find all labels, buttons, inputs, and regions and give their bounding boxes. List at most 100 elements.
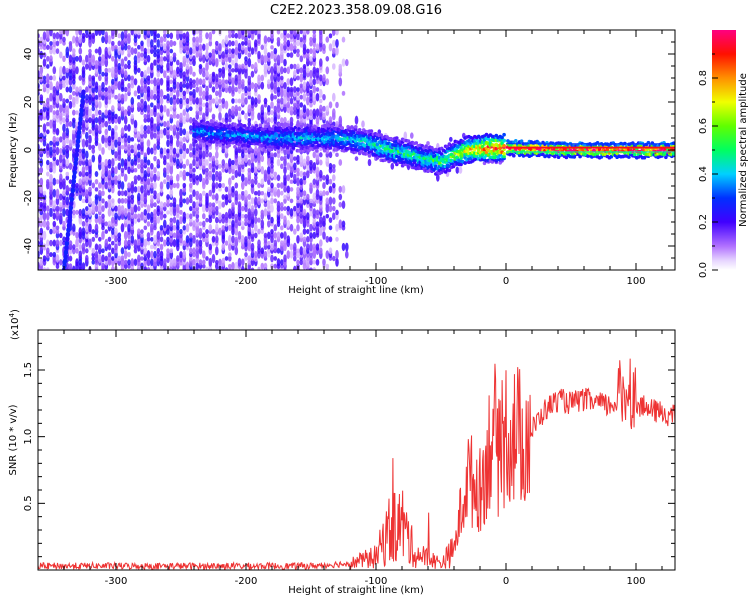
spectrogram-cell [55, 239, 60, 247]
spectrogram-cell [72, 244, 76, 250]
spectrogram-cell [260, 44, 265, 51]
spectrogram-cell [221, 66, 226, 74]
spectrogram-cell [104, 200, 109, 209]
spectrogram-cell [159, 55, 164, 62]
spectrogram-cell [39, 166, 44, 174]
spectrogram-cell [55, 40, 60, 47]
spectrogram-cell [182, 90, 187, 97]
spectrogram-cell [117, 190, 122, 197]
spectrogram-cell [263, 97, 268, 105]
spectrogram-cell [88, 51, 92, 59]
spectrogram-cell [98, 100, 102, 109]
spectrogram-cell [123, 63, 128, 70]
spectrogram-cell [85, 94, 89, 101]
spectrogram-cell [140, 52, 144, 58]
spectrogram-cell [332, 205, 336, 212]
spectrogram-cell [241, 234, 245, 244]
spectrogram-cell [137, 67, 141, 73]
spectrogram-cell [85, 139, 89, 148]
spectrogram-cell [276, 86, 281, 93]
spectrogram-cell [218, 111, 222, 121]
spectrogram-cell [55, 117, 60, 123]
spectrogram-cell [117, 204, 122, 213]
spectrogram-cell [215, 150, 219, 159]
spectrogram-cell [247, 121, 252, 127]
spectrogram-cell [94, 170, 99, 178]
spectrogram-cell [127, 33, 131, 39]
spectrogram-cell [302, 178, 307, 185]
spectrogram-cell [254, 146, 258, 156]
spectrogram-cell [59, 51, 63, 59]
spectrogram-cell [260, 247, 265, 255]
spectrogram-cell [244, 112, 248, 120]
spectrogram-cell [247, 170, 252, 178]
spectrogram-cell [267, 244, 271, 250]
spectrogram-cell [46, 121, 50, 127]
spectrogram-cell [166, 75, 170, 81]
spectrogram-cell [78, 171, 83, 177]
spectrogram-cell [283, 194, 287, 200]
spectrogram-cell [332, 182, 336, 189]
spectrogram-cell [283, 206, 287, 211]
spectrogram-cell [88, 108, 92, 117]
spectrogram-cell [312, 162, 317, 171]
spectrogram-cell [120, 198, 125, 204]
spectrogram-cell [189, 60, 193, 66]
spectrogram-cell [65, 86, 70, 93]
spectrogram-cell [94, 48, 99, 54]
spectrogram-cell [215, 96, 219, 106]
spectrogram-cell [192, 55, 196, 63]
spectrogram-cell [62, 79, 66, 85]
spectrogram-cell [169, 202, 174, 207]
spectrogram-cell [296, 48, 300, 54]
spectrogram-cell [338, 77, 343, 87]
spectrogram-cell [59, 30, 63, 35]
spectrogram-cell [94, 30, 99, 37]
spectrogram-cell [205, 32, 209, 40]
spectrogram-cell [208, 59, 213, 66]
spectrogram-cell [361, 120, 365, 128]
spectrogram-cell [85, 63, 89, 70]
spectrogram-cell [91, 54, 96, 64]
spectrogram-cell [286, 205, 291, 212]
spectrogram-cell [127, 251, 131, 258]
spectrogram-cell [42, 267, 47, 270]
spectrogram-cell [137, 205, 141, 212]
spectrogram-cell [299, 83, 304, 89]
spectrogram-cell [123, 207, 128, 217]
spectrogram-cell [182, 182, 187, 189]
spectrogram-cell [228, 117, 232, 123]
spectrogram-cell [270, 66, 274, 75]
spectrogram-cell [111, 256, 115, 261]
spectrogram-cell [78, 158, 83, 167]
spectrogram-cell [114, 175, 118, 181]
spectrogram-cell [231, 105, 235, 112]
spectrogram-cell [98, 253, 102, 264]
spectrogram-cell [332, 108, 336, 117]
spectrogram-cell [273, 256, 278, 261]
spectrogram-cell [42, 86, 47, 93]
spectrogram-cell [312, 33, 317, 39]
spectrogram-cell [328, 204, 333, 213]
spectrogram-cell [267, 52, 271, 58]
spectrogram-cell [312, 267, 317, 270]
spectrogram-cell [224, 186, 229, 193]
spectrogram-cell [185, 235, 190, 244]
spectrogram-cell [257, 190, 261, 197]
spectrogram-cell [117, 162, 122, 171]
spectrogram-streak-cell [71, 178, 77, 185]
spectrogram-cell [289, 42, 294, 52]
spectrogram-cell [312, 192, 317, 202]
spectrogram-cell [159, 250, 164, 259]
spectrogram-cell [289, 105, 294, 112]
spectrogram-cell [156, 77, 161, 86]
spectrogram-cell [319, 227, 323, 236]
spectrogram-cell [250, 161, 255, 171]
spectrogram-cell [273, 198, 278, 204]
spectrogram-cell [231, 33, 235, 39]
spectrogram-cell [224, 267, 229, 270]
spectrogram-cell [65, 67, 70, 73]
spectrogram-cell [244, 56, 248, 62]
spectrogram-cell [172, 216, 177, 224]
spectrogram-cell [117, 62, 122, 71]
